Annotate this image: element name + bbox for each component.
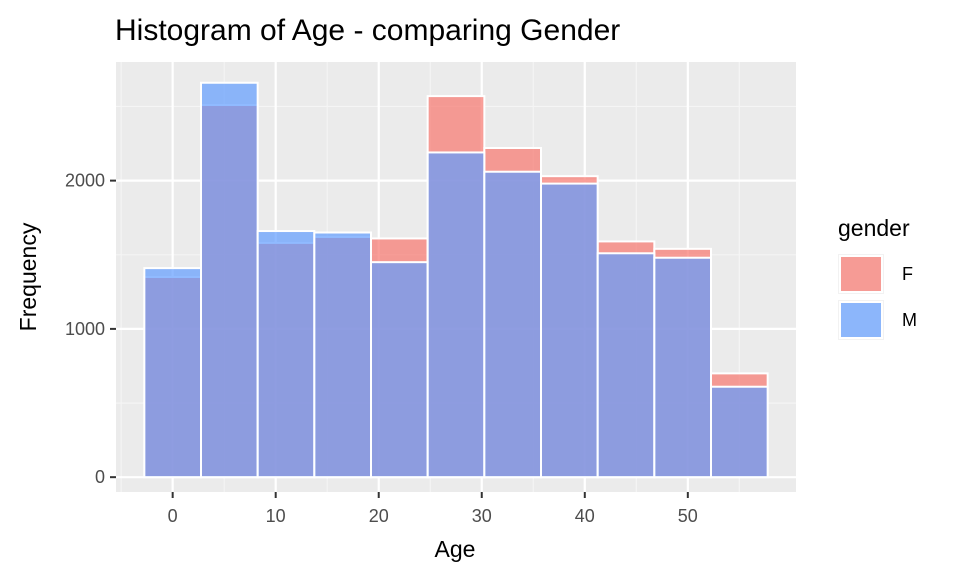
y-axis-label: Frequency (15, 222, 41, 331)
bar-M-8 (596, 252, 656, 479)
legend-items: FM (838, 254, 917, 340)
x-axis-label: Age (435, 536, 476, 562)
legend-label-M: M (902, 310, 917, 330)
bar-M-9 (653, 256, 712, 479)
legend-swatch-M (839, 301, 883, 339)
legend-title: gender (838, 215, 910, 241)
bar-M-0 (143, 267, 202, 479)
bar-M-3 (313, 231, 373, 479)
bars-layer (143, 81, 769, 479)
legend: gender FM (838, 215, 917, 340)
chart-title: Histogram of Age - comparing Gender (115, 14, 620, 47)
x-tick-label: 50 (678, 506, 698, 526)
x-tick-label: 40 (575, 506, 595, 526)
x-tick-label: 0 (168, 506, 178, 526)
bar-M-4 (370, 261, 429, 479)
bar-M-1 (200, 81, 259, 479)
y-tick-label: 1000 (65, 319, 105, 339)
x-axis: 0 10 20 30 40 50 (168, 492, 698, 526)
bar-M-10 (710, 385, 769, 479)
legend-swatch-F (839, 255, 883, 293)
y-axis: 0 1000 2000 (65, 171, 116, 487)
bar-M-5 (426, 151, 486, 479)
x-tick-label: 20 (369, 506, 389, 526)
y-tick-label: 0 (95, 467, 105, 487)
bar-M-6 (483, 170, 543, 479)
legend-label-F: F (902, 264, 913, 284)
y-tick-label: 2000 (65, 171, 105, 191)
x-tick-label: 10 (266, 506, 286, 526)
bar-M-7 (540, 182, 599, 479)
x-tick-label: 30 (472, 506, 492, 526)
bar-M-2 (256, 230, 316, 479)
